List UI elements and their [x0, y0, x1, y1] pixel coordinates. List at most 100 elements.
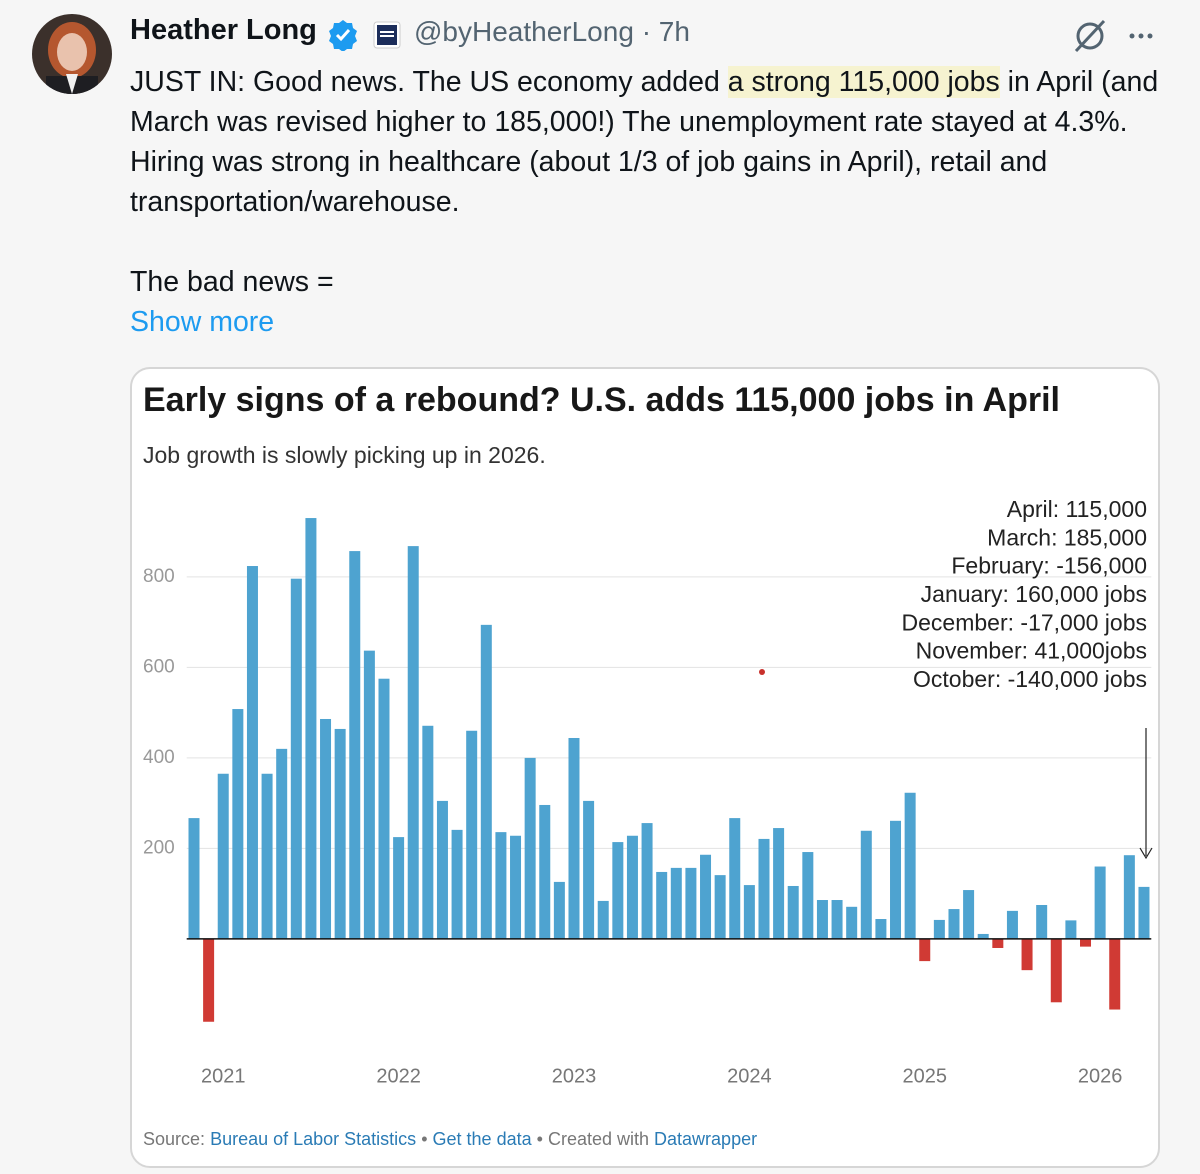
annotation: April: 115,000 [1007, 496, 1147, 522]
bar [203, 938, 215, 1022]
y-tick-label: 600 [143, 656, 175, 677]
bar [1050, 938, 1062, 1003]
separator: • [421, 1129, 427, 1149]
bar [217, 773, 229, 939]
bar [670, 867, 682, 939]
x-tick-label: 2024 [727, 1065, 772, 1087]
created-with: Created with [548, 1129, 649, 1149]
text: The bad news = [130, 266, 334, 298]
avatar[interactable] [32, 14, 112, 94]
text: JUST IN: Good news. The US economy added [130, 66, 728, 98]
separator: • [537, 1129, 543, 1149]
bar [539, 804, 551, 939]
x-tick-label: 2021 [201, 1065, 246, 1087]
bar [524, 757, 536, 939]
show-more[interactable]: Show more [130, 306, 275, 338]
bar [378, 678, 390, 939]
bar [816, 900, 828, 939]
bar [583, 800, 595, 939]
bar [860, 830, 872, 939]
annotation: October: -140,000 jobs [913, 666, 1147, 692]
bar [232, 709, 244, 939]
bar [1006, 910, 1018, 939]
time[interactable]: 7h [658, 16, 690, 47]
bar [1036, 904, 1048, 939]
bar [1109, 938, 1121, 1010]
bar [246, 566, 258, 939]
x-tick-label: 2026 [1078, 1065, 1123, 1087]
bar [1138, 886, 1150, 939]
bar [1123, 855, 1135, 939]
stray-dot [759, 669, 765, 675]
text: in April (and March was revised higher t… [130, 66, 1159, 218]
bar [948, 909, 960, 939]
bar [729, 818, 741, 939]
y-tick-label: 800 [143, 566, 175, 587]
bar [276, 748, 288, 939]
handle-line: @byHeatherLong · 7h [414, 16, 690, 48]
x-tick-label: 2025 [903, 1065, 948, 1087]
tool-link[interactable]: Datawrapper [654, 1129, 757, 1149]
bar [363, 650, 375, 939]
chart-subtitle: Job growth is slowly picking up in 2026. [143, 442, 546, 468]
tweet-text: JUST IN: Good news. The US economy added… [130, 62, 1170, 342]
bar [451, 829, 463, 939]
bar [320, 718, 332, 939]
bar [992, 938, 1004, 948]
bar [290, 578, 302, 939]
y-tick-label: 200 [143, 837, 175, 858]
bar [656, 871, 668, 939]
chart-title: Early signs of a rebound? U.S. adds 115,… [143, 381, 1060, 419]
source-link[interactable]: Bureau of Labor Statistics [210, 1129, 416, 1149]
bar [714, 875, 726, 939]
bar [802, 852, 814, 939]
bar [349, 551, 361, 939]
bar [743, 885, 755, 939]
source-label: Source: [143, 1129, 205, 1149]
bar [553, 881, 565, 939]
bar [495, 832, 507, 939]
data-link[interactable]: Get the data [433, 1129, 533, 1149]
bar [334, 728, 346, 939]
bar [758, 838, 770, 939]
bar [933, 919, 945, 939]
annotation: December: -17,000 jobs [902, 609, 1147, 635]
author-name[interactable]: Heather Long [130, 14, 317, 46]
bar [875, 919, 887, 939]
badges [329, 20, 401, 51]
source-line: Source: Bureau of Labor Statistics • Get… [143, 1129, 757, 1149]
annotation: January: 160,000 jobs [921, 581, 1147, 607]
bar [890, 820, 902, 939]
bar [393, 837, 405, 939]
bar [480, 624, 492, 939]
x-tick-label: 2023 [552, 1065, 597, 1087]
separator: · [641, 16, 652, 47]
handle[interactable]: @byHeatherLong [414, 16, 634, 47]
bar [919, 938, 931, 962]
bar [305, 518, 317, 939]
bar [568, 737, 580, 939]
bar [641, 823, 653, 939]
annotation: February: -156,000 [951, 553, 1147, 579]
annotation: November: 41,000jobs [916, 638, 1147, 664]
bar [685, 867, 697, 939]
bar [700, 854, 712, 939]
bar [846, 906, 858, 939]
bar [963, 890, 975, 939]
bar [1094, 866, 1106, 939]
bar [1065, 920, 1077, 939]
bar [597, 900, 609, 939]
bar [773, 828, 785, 939]
tweet-icons[interactable] [1070, 18, 1170, 54]
highlight: a strong 115,000 jobs [727, 66, 1000, 98]
bar [831, 900, 843, 939]
x-tick-label: 2022 [376, 1065, 421, 1087]
arrow-head [1139, 847, 1153, 860]
bar [188, 818, 200, 939]
bar [626, 835, 638, 939]
bar [261, 773, 273, 939]
bar [977, 933, 989, 939]
bar [436, 800, 448, 939]
